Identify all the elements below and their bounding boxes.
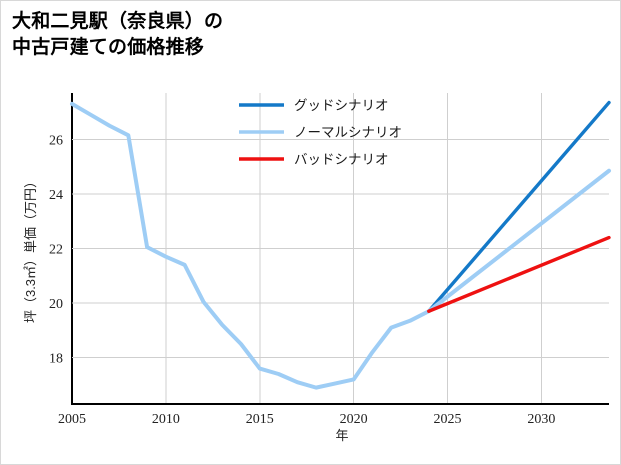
- legend-label: バッドシナリオ: [294, 152, 389, 167]
- y-tick-label: 26: [49, 133, 63, 148]
- x-tick-label: 2015: [246, 412, 274, 427]
- legend-label: グッドシナリオ: [294, 98, 389, 113]
- x-tick-label: 2025: [434, 412, 462, 427]
- y-axis-title: 坪（3.3㎡）単価（万円）: [23, 175, 38, 323]
- series-lines: [70, 100, 611, 390]
- y-tick-label: 24: [49, 188, 63, 203]
- chart-title: 大和二見駅（奈良県）の 中古戸建ての価格推移: [12, 11, 224, 59]
- x-tick-label: 2010: [152, 412, 180, 427]
- series-line-normal: [70, 101, 611, 390]
- series-line-bad: [427, 235, 611, 313]
- x-axis-title: 年: [335, 428, 348, 443]
- x-tick-label: 2030: [527, 412, 555, 427]
- x-tick-label: 2020: [340, 412, 368, 427]
- y-tick-labels: 18 20 22 24 26: [49, 133, 78, 367]
- y-tick-label: 22: [49, 243, 63, 258]
- series-line-good: [427, 100, 611, 313]
- x-tick-labels: 2005 2010 2015 2020 2025 2030: [58, 412, 555, 427]
- x-tick-label: 2005: [58, 412, 86, 427]
- y-tick-label: 20: [49, 297, 63, 312]
- legend-label: ノーマルシナリオ: [294, 125, 402, 140]
- y-tick-label: 18: [49, 352, 63, 367]
- gridlines: [71, 93, 609, 404]
